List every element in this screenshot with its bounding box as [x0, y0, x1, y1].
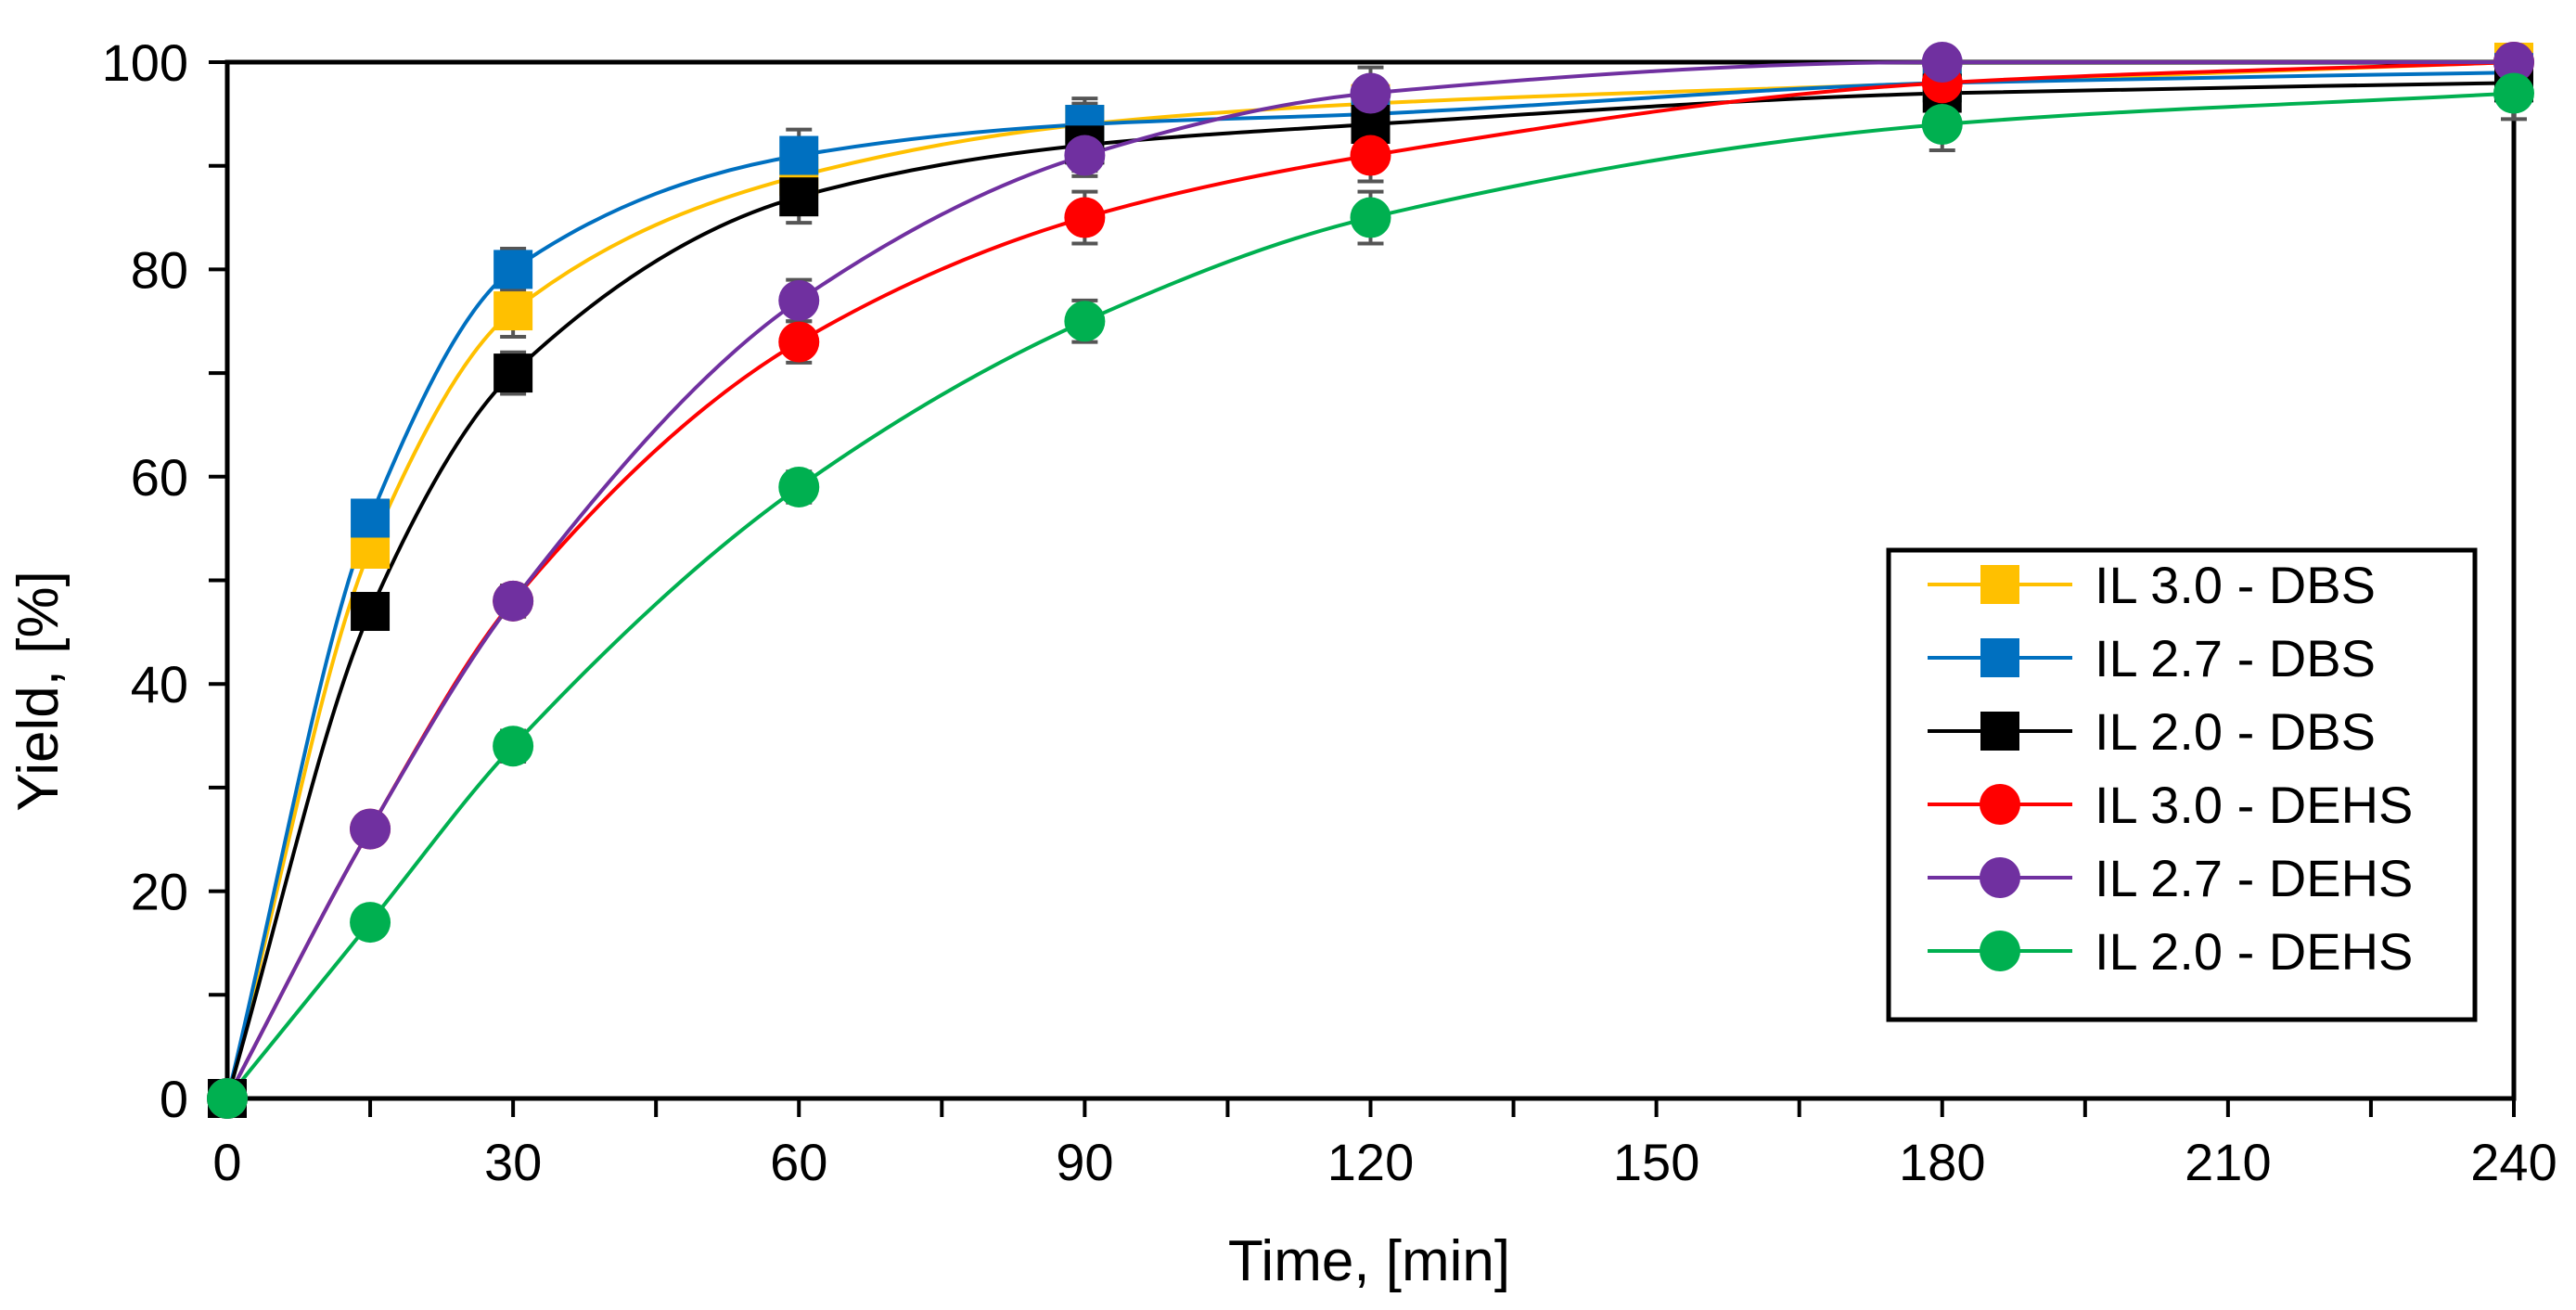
x-tick-label: 30: [484, 1133, 542, 1191]
x-tick-label: 240: [2470, 1133, 2557, 1191]
legend-marker-square: [1980, 565, 2019, 604]
legend-marker-square: [1980, 712, 2019, 751]
data-point-square: [493, 250, 533, 289]
x-tick-label: 120: [1327, 1133, 1414, 1191]
data-point-circle: [778, 466, 820, 507]
data-point-circle: [1064, 197, 1106, 238]
data-point-square: [779, 177, 819, 217]
y-tick-label: 80: [131, 240, 188, 299]
x-axis-label: Time, [min]: [1228, 1229, 1510, 1293]
x-tick-label: 210: [2185, 1133, 2271, 1191]
legend-marker-circle: [1980, 784, 2020, 825]
data-point-circle: [350, 902, 391, 944]
data-point-circle: [1350, 72, 1391, 114]
data-point-square: [351, 498, 391, 538]
data-point-circle: [493, 726, 534, 767]
data-point-square: [779, 135, 819, 175]
data-point-circle: [350, 808, 391, 850]
legend-marker-square: [1980, 638, 2019, 677]
y-tick-label: 60: [131, 448, 188, 507]
y-tick-label: 20: [131, 863, 188, 921]
y-tick-label: 40: [131, 655, 188, 713]
x-tick-label: 150: [1613, 1133, 1699, 1191]
x-tick-label: 0: [212, 1133, 241, 1191]
legend-label: IL 3.0 - DEHS: [2095, 776, 2413, 834]
data-point-circle: [1921, 104, 1963, 146]
legend-label: IL 2.7 - DEHS: [2095, 849, 2413, 907]
data-point-circle: [1350, 197, 1391, 238]
legend-marker-circle: [1980, 857, 2020, 898]
data-point-circle: [778, 321, 820, 363]
x-tick-label: 90: [1056, 1133, 1113, 1191]
data-point-square: [493, 291, 533, 331]
data-point-circle: [2493, 42, 2534, 83]
y-tick-label: 0: [160, 1070, 188, 1128]
data-point-circle: [1350, 135, 1391, 176]
data-point-circle: [1064, 301, 1106, 342]
data-point-circle: [493, 580, 534, 622]
data-point-circle: [207, 1078, 248, 1119]
data-point-square: [493, 353, 533, 393]
legend-label: IL 2.0 - DEHS: [2095, 922, 2413, 981]
data-point-square: [351, 592, 391, 632]
legend-label: IL 2.7 - DBS: [2095, 629, 2376, 687]
legend-label: IL 2.0 - DBS: [2095, 702, 2376, 761]
x-tick-label: 60: [770, 1133, 827, 1191]
x-tick-label: 180: [1899, 1133, 1985, 1191]
y-axis-label: Yield, [%]: [6, 571, 70, 812]
data-point-circle: [1921, 42, 1963, 83]
data-point-circle: [2493, 72, 2534, 114]
y-tick-label: 100: [102, 33, 188, 92]
data-point-circle: [1064, 135, 1106, 176]
legend-marker-circle: [1980, 931, 2020, 971]
data-point-circle: [778, 279, 820, 321]
legend-label: IL 3.0 - DBS: [2095, 556, 2376, 614]
